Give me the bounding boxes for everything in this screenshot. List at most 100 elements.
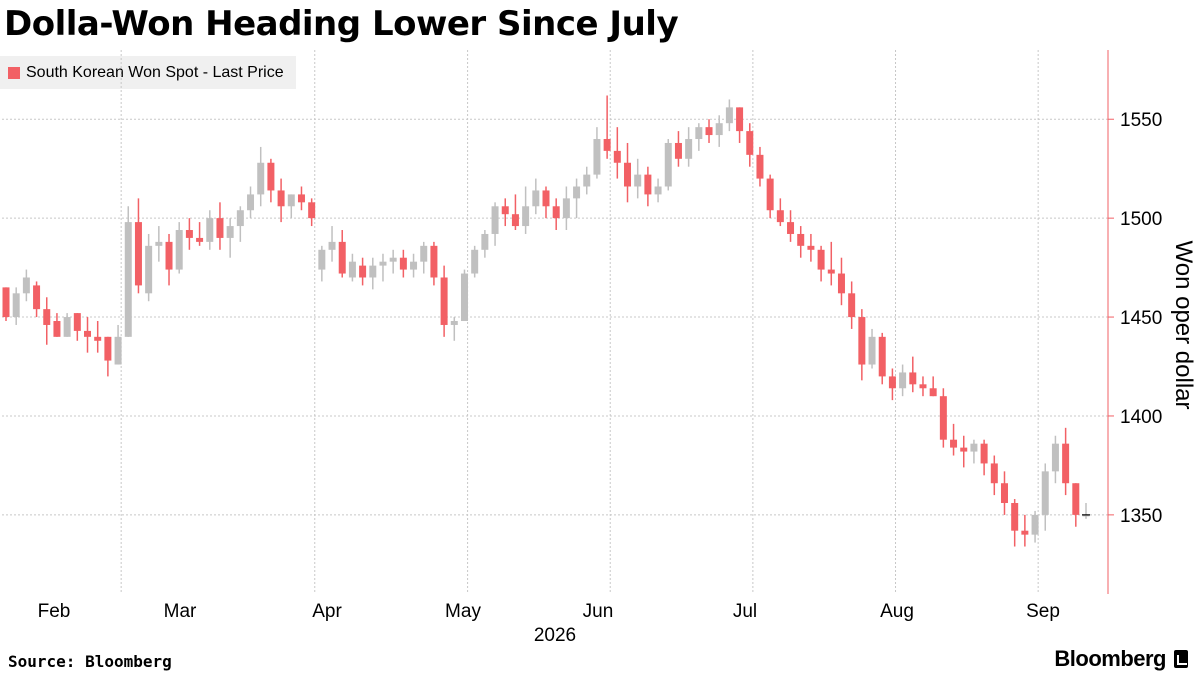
candle-body bbox=[756, 154, 764, 179]
candle-body bbox=[960, 447, 968, 452]
candle-body bbox=[715, 123, 723, 136]
x-tick-label: Aug bbox=[880, 601, 914, 622]
candle-body bbox=[308, 202, 316, 219]
y-tick-label: 1350 bbox=[1120, 506, 1162, 527]
candle-body bbox=[613, 150, 621, 163]
candle-body bbox=[73, 313, 81, 331]
x-tick-label: Jun bbox=[583, 601, 614, 622]
candle-body bbox=[1000, 483, 1008, 504]
candle-body bbox=[196, 237, 204, 242]
candle-body bbox=[165, 241, 173, 270]
candle-body bbox=[63, 317, 71, 337]
candle-body bbox=[624, 162, 632, 187]
candle-body bbox=[848, 293, 856, 318]
candle-body bbox=[603, 139, 611, 151]
candle-body bbox=[338, 241, 346, 274]
candle-body bbox=[440, 277, 448, 325]
candle-body bbox=[1062, 443, 1070, 484]
candle-body bbox=[990, 463, 998, 484]
candle-body bbox=[389, 257, 397, 262]
candle-body bbox=[695, 127, 703, 140]
candle-body bbox=[1041, 471, 1049, 515]
candle-body bbox=[287, 194, 295, 207]
candle-body bbox=[980, 443, 988, 464]
candle-body bbox=[33, 285, 41, 310]
candle-body bbox=[328, 241, 336, 250]
candle-body bbox=[145, 245, 153, 294]
candle-body bbox=[318, 249, 326, 270]
candle-body bbox=[410, 261, 418, 270]
x-tick-label: Apr bbox=[312, 601, 342, 622]
candle-body bbox=[43, 309, 51, 325]
legend-swatch bbox=[8, 66, 20, 79]
candle-body bbox=[348, 261, 356, 278]
candle-body bbox=[460, 273, 468, 322]
candle-body bbox=[1051, 443, 1059, 472]
candle-body bbox=[359, 265, 367, 278]
candle-body bbox=[511, 214, 519, 227]
candle-body bbox=[827, 269, 835, 274]
candle-body bbox=[858, 317, 866, 365]
brand-logo: Bloomberg bbox=[1054, 646, 1188, 672]
candle-body bbox=[705, 127, 713, 136]
candle-body bbox=[644, 174, 652, 195]
candle-body bbox=[919, 384, 927, 389]
candle-body bbox=[399, 257, 407, 270]
candle-body bbox=[664, 142, 672, 187]
candle-body bbox=[1021, 530, 1029, 535]
candle-body bbox=[1082, 514, 1090, 517]
source-note: Source: Bloomberg bbox=[8, 652, 172, 671]
candle-body bbox=[685, 139, 693, 159]
candle-body bbox=[124, 222, 132, 337]
brand-name: Bloomberg bbox=[1054, 646, 1166, 671]
candle-body bbox=[736, 107, 744, 132]
candle-body bbox=[134, 222, 142, 286]
candle-body bbox=[787, 222, 795, 234]
candle-body bbox=[674, 142, 682, 159]
candle-body bbox=[236, 210, 244, 227]
candle-body bbox=[2, 287, 10, 318]
candle-body bbox=[501, 206, 509, 215]
candle-body bbox=[267, 162, 275, 191]
candle-body bbox=[12, 293, 20, 318]
candle-body bbox=[634, 174, 642, 187]
candle-body bbox=[746, 131, 754, 155]
candle-body bbox=[909, 372, 917, 385]
legend: South Korean Won Spot - Last Price bbox=[0, 56, 296, 89]
candle-body bbox=[837, 273, 845, 294]
candle-body bbox=[593, 139, 601, 175]
candle-body bbox=[104, 336, 112, 361]
candle-body bbox=[216, 218, 224, 238]
candle-body bbox=[84, 330, 92, 337]
candle-body bbox=[226, 226, 234, 238]
candle-body bbox=[369, 265, 377, 278]
candle-body bbox=[807, 245, 815, 250]
candle-body bbox=[817, 249, 825, 270]
candle-body bbox=[878, 336, 886, 377]
candle-body bbox=[379, 261, 387, 266]
candle-body bbox=[766, 178, 774, 211]
candle-body bbox=[481, 233, 489, 250]
candle-body bbox=[247, 194, 255, 211]
candle-body bbox=[420, 245, 428, 262]
candle-body bbox=[583, 174, 591, 187]
candle-body bbox=[114, 336, 122, 365]
candle-body bbox=[868, 336, 876, 365]
candle-body bbox=[950, 439, 958, 448]
candle-body bbox=[22, 277, 30, 294]
legend-label: South Korean Won Spot - Last Price bbox=[26, 63, 284, 81]
candle-body bbox=[542, 190, 550, 207]
candle-body bbox=[552, 206, 560, 219]
x-tick-label: Feb bbox=[38, 601, 71, 622]
candle-body bbox=[155, 241, 163, 246]
candle-body bbox=[297, 194, 305, 203]
candle-body bbox=[257, 162, 265, 195]
candle-body bbox=[970, 443, 978, 452]
candle-body bbox=[1031, 514, 1039, 535]
candle-body bbox=[491, 206, 499, 234]
y-tick-label: 1550 bbox=[1120, 110, 1162, 131]
y-tick-label: 1450 bbox=[1120, 308, 1162, 329]
candle-body bbox=[94, 336, 102, 341]
candle-body bbox=[430, 245, 438, 278]
